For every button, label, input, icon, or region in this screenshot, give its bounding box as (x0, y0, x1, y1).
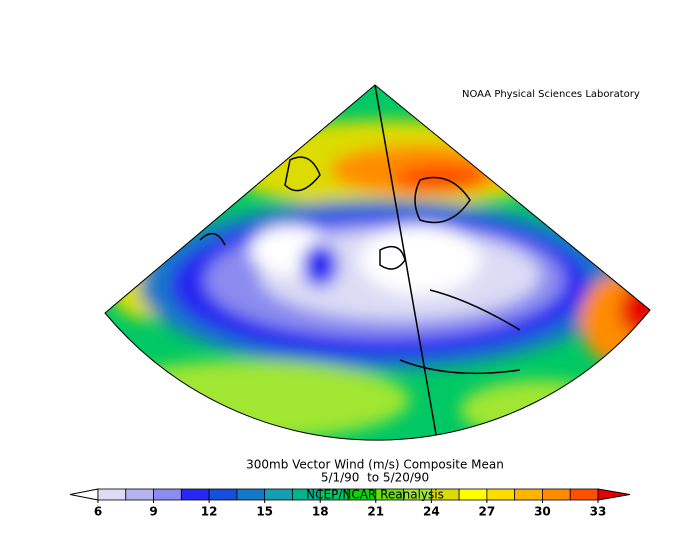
colorbar-label: 24 (423, 505, 440, 519)
colorbar-label: 18 (312, 505, 329, 519)
colorbar-label: 6 (94, 505, 102, 519)
colorbar-box (458, 488, 488, 501)
colorbar-box (236, 488, 266, 501)
wind-map (105, 85, 650, 441)
colorbar-end (69, 488, 99, 501)
colorbar-box (153, 488, 182, 501)
colorbar-box (569, 488, 599, 501)
colorbar-end (597, 488, 631, 501)
colorbar-label: 30 (534, 505, 551, 519)
colorbar-box (542, 488, 571, 501)
colorbar-box (125, 488, 154, 501)
colorbar-label: 12 (201, 505, 218, 519)
colorbar-label: 21 (367, 505, 384, 519)
colorbar-box (97, 488, 127, 501)
colorbar-box (208, 488, 238, 501)
colorbar-box (180, 488, 210, 501)
map-frame (104, 84, 651, 441)
map-title: 300mb Vector Wind (m/s) Composite Mean (246, 458, 504, 472)
colorbar-label: 15 (256, 505, 273, 519)
colorbar-label: 27 (479, 505, 496, 519)
colorbar-box (486, 488, 516, 501)
dates: 5/1/90 to 5/20/90 (321, 471, 429, 485)
source: NCEP/NCAR Reanalysis (306, 488, 444, 502)
colorbar-box (514, 488, 543, 501)
colorbar: 6 9 12 15 18 21 24 27 30 33 (69, 488, 631, 519)
colorbar-label: 9 (149, 505, 157, 519)
colorbar-label: 33 (590, 505, 607, 519)
credit: NOAA Physical Sciences Laboratory (462, 89, 640, 100)
colorbar-box (264, 488, 293, 501)
